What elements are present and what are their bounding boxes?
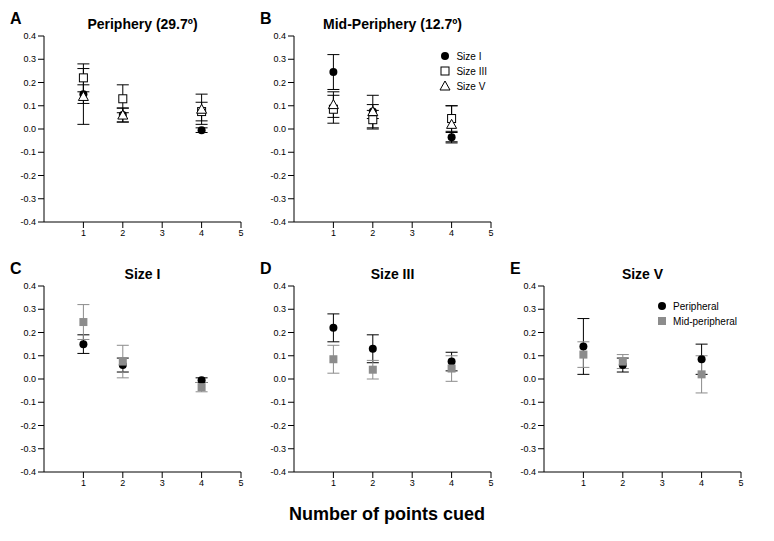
svg-text:3: 3 — [160, 228, 165, 238]
html-text:Size III: Size III — [370, 266, 415, 282]
svg-text:2: 2 — [620, 478, 625, 488]
svg-text:1: 1 — [581, 478, 586, 488]
svg-text:4: 4 — [449, 478, 454, 488]
svg-text:0.3: 0.3 — [273, 304, 286, 314]
html-text:Size III: Size III — [456, 65, 487, 77]
svg-text:1: 1 — [331, 478, 336, 488]
html-text:E: E — [510, 260, 521, 277]
svg-text:0.3: 0.3 — [523, 304, 536, 314]
svg-text:0.2: 0.2 — [523, 328, 536, 338]
svg-text:-0.2: -0.2 — [20, 171, 36, 181]
svg-text:0.2: 0.2 — [273, 78, 286, 88]
svg-text:2: 2 — [120, 228, 125, 238]
html-text:Size I: Size I — [124, 266, 161, 282]
svg-text:-0.2: -0.2 — [270, 171, 286, 181]
svg-text:-0.4: -0.4 — [270, 467, 286, 477]
svg-text:0.1: 0.1 — [23, 351, 36, 361]
svg-text:-0.1: -0.1 — [520, 397, 536, 407]
svg-text:-0.4: -0.4 — [270, 217, 286, 227]
svg-text:0.3: 0.3 — [23, 304, 36, 314]
svg-text:0.1: 0.1 — [23, 101, 36, 111]
svg-text:4: 4 — [199, 228, 204, 238]
html-text:Peripheral: Peripheral — [673, 300, 719, 312]
svg-text:0.4: 0.4 — [523, 281, 536, 291]
svg-text:3: 3 — [410, 478, 415, 488]
svg-text:-0.4: -0.4 — [520, 467, 536, 477]
svg-text:2: 2 — [120, 478, 125, 488]
html-text:Periphery (29.7º): Periphery (29.7º) — [87, 16, 198, 32]
svg-text:5: 5 — [488, 478, 493, 488]
html-text:C: C — [10, 260, 22, 277]
svg-text:4: 4 — [699, 478, 704, 488]
svg-text:0.4: 0.4 — [273, 31, 286, 41]
svg-text:4: 4 — [199, 478, 204, 488]
svg-text:-0.1: -0.1 — [20, 397, 36, 407]
html-text:Size V: Size V — [456, 80, 486, 92]
svg-text:0.4: 0.4 — [23, 31, 36, 41]
svg-text:-0.3: -0.3 — [20, 194, 36, 204]
svg-text:1: 1 — [331, 228, 336, 238]
svg-text:-0.4: -0.4 — [20, 217, 36, 227]
svg-text:0.2: 0.2 — [273, 328, 286, 338]
svg-text:1: 1 — [81, 228, 86, 238]
svg-text:0.2: 0.2 — [23, 328, 36, 338]
html-text:Mid-peripheral: Mid-peripheral — [673, 315, 737, 327]
html-text:D: D — [260, 260, 272, 277]
svg-text:0.0: 0.0 — [273, 374, 286, 384]
svg-text:-0.1: -0.1 — [270, 147, 286, 157]
svg-text:5: 5 — [488, 228, 493, 238]
html-text:B: B — [260, 10, 272, 27]
svg-text:-0.2: -0.2 — [20, 421, 36, 431]
svg-text:-0.2: -0.2 — [520, 421, 536, 431]
html-text:Size I: Size I — [456, 50, 482, 62]
svg-text:-0.4: -0.4 — [20, 467, 36, 477]
svg-text:-0.3: -0.3 — [520, 444, 536, 454]
svg-text:0.1: 0.1 — [273, 101, 286, 111]
html-text:Size V: Size V — [621, 266, 664, 282]
svg-text:2: 2 — [370, 228, 375, 238]
svg-text:3: 3 — [160, 478, 165, 488]
svg-text:3: 3 — [410, 228, 415, 238]
svg-text:-0.3: -0.3 — [20, 444, 36, 454]
svg-text:0.0: 0.0 — [273, 124, 286, 134]
svg-text:0.0: 0.0 — [23, 374, 36, 384]
svg-text:-0.3: -0.3 — [270, 444, 286, 454]
svg-text:0.2: 0.2 — [23, 78, 36, 88]
html-text:Mid-Periphery (12.7º): Mid-Periphery (12.7º) — [323, 16, 462, 32]
html-text:Number of points cued: Number of points cued — [289, 504, 485, 524]
svg-text:-0.1: -0.1 — [20, 147, 36, 157]
svg-text:0.3: 0.3 — [23, 54, 36, 64]
svg-text:5: 5 — [738, 478, 743, 488]
svg-text:4: 4 — [449, 228, 454, 238]
svg-text:-0.1: -0.1 — [270, 397, 286, 407]
svg-text:0.3: 0.3 — [273, 54, 286, 64]
svg-text:0.1: 0.1 — [273, 351, 286, 361]
svg-text:1: 1 — [81, 478, 86, 488]
svg-text:0.1: 0.1 — [523, 351, 536, 361]
svg-text:-0.3: -0.3 — [270, 194, 286, 204]
html-text:A: A — [10, 10, 22, 27]
svg-text:2: 2 — [370, 478, 375, 488]
svg-text:0.0: 0.0 — [23, 124, 36, 134]
svg-text:0.4: 0.4 — [23, 281, 36, 291]
svg-text:3: 3 — [660, 478, 665, 488]
svg-text:5: 5 — [238, 228, 243, 238]
svg-text:5: 5 — [238, 478, 243, 488]
svg-text:-0.2: -0.2 — [270, 421, 286, 431]
svg-text:0.0: 0.0 — [523, 374, 536, 384]
svg-text:0.4: 0.4 — [273, 281, 286, 291]
